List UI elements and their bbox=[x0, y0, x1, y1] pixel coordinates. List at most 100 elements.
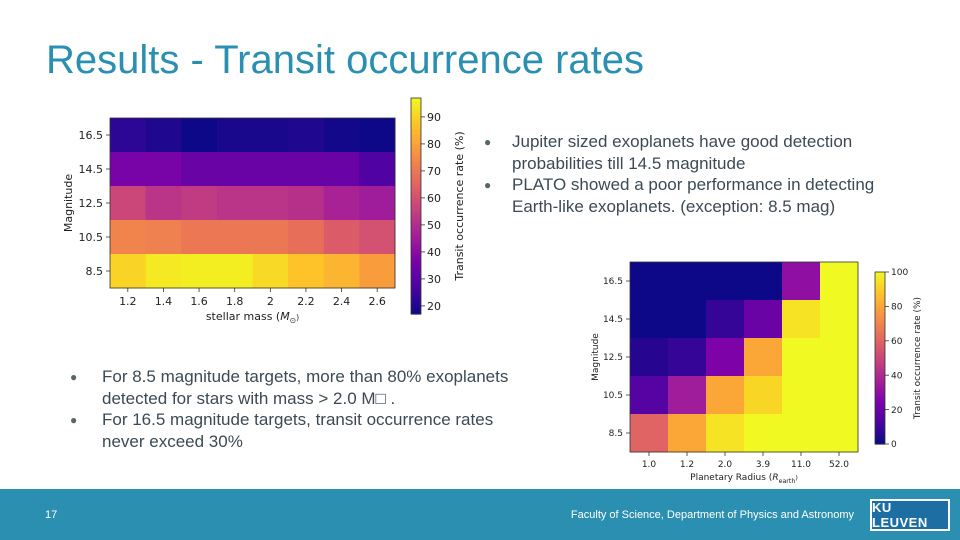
hm2-colorbar-band bbox=[875, 392, 885, 396]
hm1-colorbar-frame bbox=[410, 97, 422, 315]
hm2-colorbar-band bbox=[875, 346, 885, 350]
hm2-cell bbox=[630, 262, 669, 301]
hm2-colorbar-tick-label: 80 bbox=[891, 303, 903, 313]
hm2-colorbar-frame bbox=[874, 271, 886, 445]
hm2-colorbar-band bbox=[875, 432, 885, 436]
hm2-cell bbox=[782, 414, 821, 453]
hm1-colorbar-band bbox=[411, 112, 421, 117]
hm2-y-tick-label: 10.5 bbox=[603, 391, 623, 401]
hm1-colorbar-tick-label: 80 bbox=[427, 138, 441, 151]
hm1-y-tick-label: 8.5 bbox=[86, 265, 104, 278]
hm2-colorbar-band bbox=[875, 320, 885, 325]
hm1-cell bbox=[110, 220, 147, 255]
hm2-colorbar-band bbox=[875, 309, 885, 313]
hm2-cell bbox=[668, 376, 707, 415]
hm2-colorbar-tick-label: 100 bbox=[891, 268, 908, 278]
hm1-colorbar-band bbox=[411, 166, 421, 171]
hm1-cell bbox=[323, 186, 360, 221]
hm1-x-tick-label: 1.6 bbox=[190, 295, 208, 308]
hm2-cell bbox=[782, 376, 821, 415]
hm2-colorbar-tick-label: 20 bbox=[891, 406, 903, 416]
hm1-cell bbox=[216, 118, 253, 153]
hm2-colorbar-band bbox=[875, 366, 885, 371]
hm1-colorbar-band bbox=[411, 155, 421, 160]
hm1-colorbar-band bbox=[411, 260, 421, 265]
hm2-colorbar-band bbox=[875, 326, 885, 330]
hm2-cell bbox=[820, 376, 859, 415]
hm1-x-tick-label: 2.2 bbox=[297, 295, 315, 308]
hm2-colorbar-band bbox=[875, 358, 885, 362]
hm1-colorbar-band bbox=[411, 188, 421, 193]
hm1-colorbar-band bbox=[411, 148, 421, 153]
hm2-colorbar-band bbox=[875, 272, 885, 276]
hm2-colorbar-band bbox=[875, 372, 885, 376]
hm2-cell bbox=[782, 338, 821, 377]
hm2-x-tick-label: 2.0 bbox=[718, 460, 733, 470]
hm2-colorbar-band bbox=[875, 323, 885, 328]
hm2-colorbar-band bbox=[875, 369, 885, 373]
hm1-colorbar-tick-label: 60 bbox=[427, 192, 441, 205]
hm2-x-tick-label: 52.0 bbox=[829, 460, 849, 470]
hm2-colorbar-band bbox=[875, 286, 885, 290]
hm1-colorbar-band bbox=[411, 234, 421, 239]
hm1-cell bbox=[359, 254, 396, 289]
hm1-colorbar-tick-label: 90 bbox=[427, 111, 441, 124]
hm2-colorbar-band bbox=[875, 300, 885, 305]
hm1-cell bbox=[288, 152, 325, 187]
hm2-cell bbox=[820, 262, 859, 301]
hm2-colorbar-band bbox=[875, 352, 885, 356]
hm1-cell bbox=[110, 254, 147, 289]
hm2-colorbar-band bbox=[875, 395, 885, 399]
hm1-x-tick-label: 1.2 bbox=[119, 295, 137, 308]
hm1-colorbar-band bbox=[411, 299, 421, 304]
hm2-colorbar-band bbox=[875, 398, 885, 402]
slide-title: Results - Transit occurrence rates bbox=[46, 38, 644, 82]
hm2-colorbar-band bbox=[875, 435, 885, 439]
hm1-colorbar-band bbox=[411, 180, 421, 185]
hm2-y-tick-label: 8.5 bbox=[609, 429, 623, 439]
hm1-cell bbox=[145, 186, 182, 221]
hm1-y-tick-label: 14.5 bbox=[79, 163, 104, 176]
hm1-cell bbox=[181, 152, 218, 187]
hm1-cell bbox=[252, 186, 289, 221]
hm2-cell bbox=[630, 414, 669, 453]
hm2-colorbar-band bbox=[875, 340, 885, 345]
hm2-colorbar-band bbox=[875, 283, 885, 287]
hm1-y-tick-label: 12.5 bbox=[79, 197, 104, 210]
hm1-colorbar-band bbox=[411, 238, 421, 243]
hm2-colorbar-band bbox=[875, 274, 885, 279]
hm2-y-tick-label: 14.5 bbox=[603, 315, 623, 325]
hm2-colorbar-band bbox=[875, 360, 885, 365]
hm1-colorbar-band bbox=[411, 119, 421, 124]
hm2-colorbar-band bbox=[875, 312, 885, 316]
hm1-cell bbox=[323, 118, 360, 153]
hm2-colorbar-band bbox=[875, 418, 885, 422]
hm1-cell bbox=[216, 220, 253, 255]
hm2-colorbar-band bbox=[875, 426, 885, 431]
hm2-colorbar-band bbox=[875, 401, 885, 405]
hm2-colorbar-band bbox=[875, 289, 885, 293]
hm2-colorbar-band bbox=[875, 343, 885, 348]
hm1-colorbar-band bbox=[411, 141, 421, 146]
hm1-cell bbox=[359, 186, 396, 221]
hm2-colorbar-tick-label: 60 bbox=[891, 337, 903, 347]
hm2-colorbar-band bbox=[875, 280, 885, 285]
hm1-cell bbox=[323, 254, 360, 289]
hm1-colorbar-band bbox=[411, 101, 421, 106]
hm2-colorbar-tick-label: 0 bbox=[891, 440, 897, 450]
hm1-cell bbox=[216, 152, 253, 187]
hm2-y-tick-label: 12.5 bbox=[603, 353, 623, 363]
hm2-colorbar-band bbox=[875, 386, 885, 391]
hm2-x-tick-label: 1.0 bbox=[642, 460, 657, 470]
hm2-colorbar-band bbox=[875, 329, 885, 333]
hm2-colorbar-band bbox=[875, 415, 885, 419]
hm1-colorbar-band bbox=[411, 252, 421, 257]
hm2-cell bbox=[668, 300, 707, 339]
hm1-colorbar-band bbox=[411, 98, 421, 103]
hm1-colorbar-band bbox=[411, 267, 421, 272]
page-number: 17 bbox=[45, 509, 58, 521]
hm2-colorbar-band bbox=[875, 335, 885, 339]
hm1-colorbar-band bbox=[411, 209, 421, 214]
hm1-cell bbox=[216, 254, 253, 289]
hm2-colorbar-band bbox=[875, 355, 885, 359]
